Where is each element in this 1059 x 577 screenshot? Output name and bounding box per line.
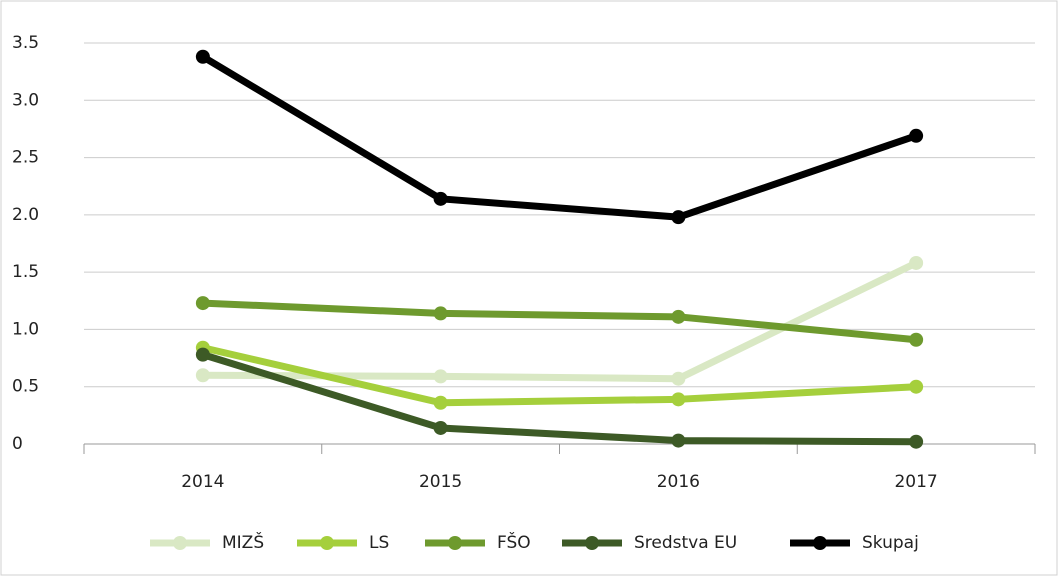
legend-marker	[813, 536, 827, 550]
legend-label: FŠO	[497, 531, 531, 553]
data-point	[195, 296, 210, 311]
data-point	[433, 420, 448, 435]
x-tick-label: 2016	[657, 472, 700, 492]
legend-label: LS	[369, 533, 389, 553]
legend-label: Sredstva EU	[634, 533, 737, 553]
legend-marker	[320, 536, 334, 550]
x-tick-label: 2015	[419, 472, 462, 492]
data-point	[909, 332, 924, 347]
y-tick-label: 2.0	[12, 205, 39, 225]
series-line	[201, 351, 917, 446]
legend-marker	[173, 536, 187, 550]
data-point	[433, 191, 448, 206]
series-line	[202, 299, 917, 344]
data-point	[195, 368, 210, 383]
series-line	[202, 344, 917, 407]
data-point	[909, 379, 924, 394]
series-line	[201, 53, 918, 221]
x-tick-label: 2014	[181, 472, 224, 492]
y-tick-label: 0.5	[12, 377, 39, 397]
data-point	[671, 309, 686, 324]
legend-label: MIZŠ	[222, 531, 264, 553]
y-tick-label: 2.5	[12, 148, 39, 168]
data-point	[671, 392, 686, 407]
y-tick-label: 3.0	[12, 90, 39, 110]
data-point	[671, 371, 686, 386]
x-tick-label: 2017	[894, 472, 937, 492]
data-point	[195, 347, 210, 362]
y-tick-label: 3.5	[12, 33, 39, 53]
y-tick-label: 1.5	[12, 262, 39, 282]
y-tick-label: 0	[12, 434, 23, 454]
y-tick-label: 1.0	[12, 319, 39, 339]
data-point	[433, 395, 448, 410]
data-point	[909, 128, 924, 143]
data-point	[195, 49, 210, 64]
legend-label: Skupaj	[862, 533, 919, 553]
data-point	[909, 255, 924, 270]
data-point	[909, 434, 924, 449]
legend-marker	[585, 536, 599, 550]
data-point	[671, 433, 686, 448]
data-point	[433, 306, 448, 321]
data-point	[433, 369, 448, 384]
data-point	[671, 210, 686, 225]
legend-marker	[448, 536, 462, 550]
